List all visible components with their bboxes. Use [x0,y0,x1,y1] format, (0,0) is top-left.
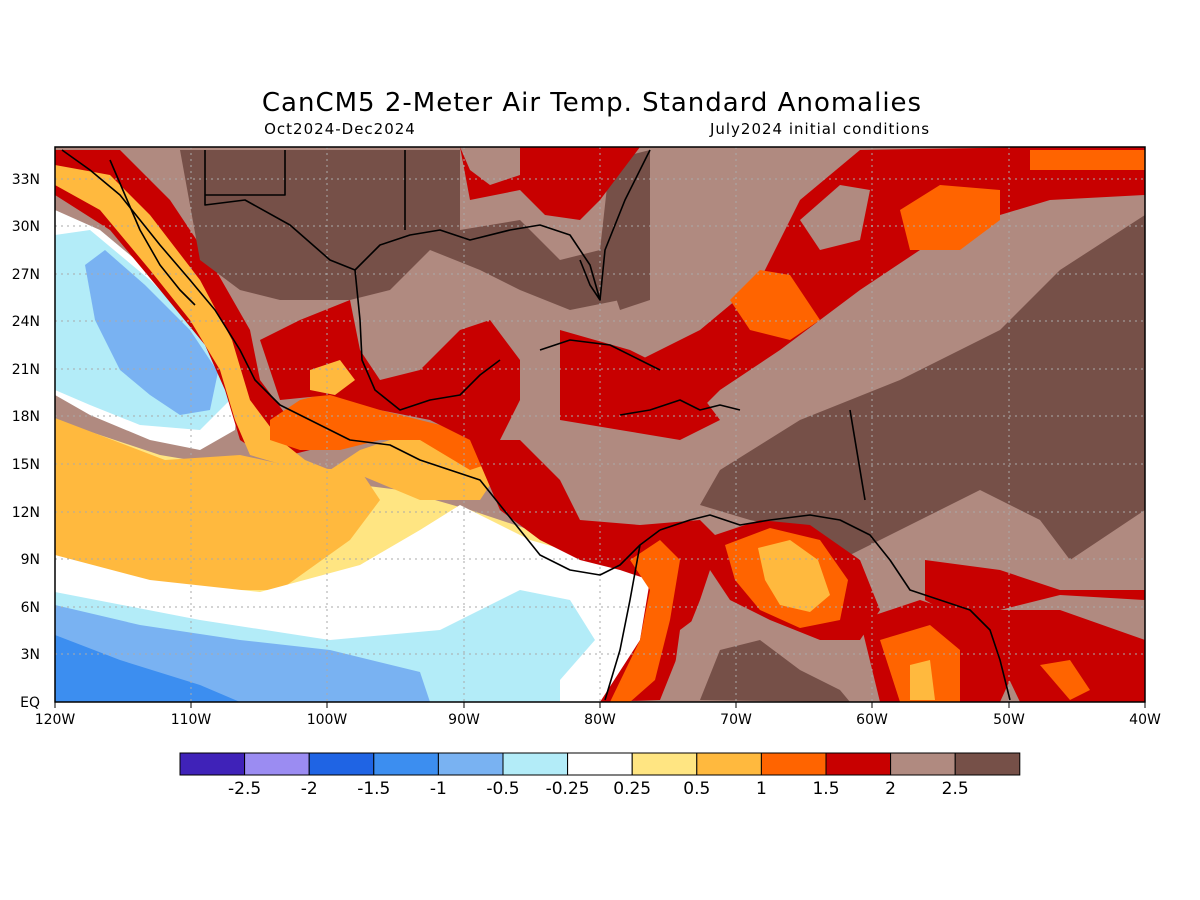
x-tick-label: 70W [720,712,752,728]
colorbar-swatch [179,752,246,776]
colorbar-label: -0.25 [546,779,590,799]
x-tick-label: 40W [1129,712,1161,728]
forecast-period: Oct2024-Dec2024 [264,120,416,138]
colorbar-swatch [373,752,439,776]
colorbar-swatch [631,752,698,776]
field-venezuela-p0_5 [758,540,830,612]
y-tick-label: 33N [12,172,40,188]
x-tick-label: 60W [856,712,888,728]
field-eqatlantic-p2-strip [1000,595,1145,640]
field-atlantic-p1-a [730,270,820,340]
colorbar-label: 1 [756,779,767,799]
colorbar-swatch [825,752,892,776]
field-pacific-p0_5 [55,418,380,590]
y-tick-label: 27N [12,267,40,283]
x-tick-labels: 120W 110W 100W 90W 80W 70W 60W 50W 40W [35,712,1161,728]
colorbar-label: -1 [430,779,447,799]
field-eqatlantic-p1 [1040,660,1090,700]
gridlines [55,147,1145,702]
y-tick-label: 15N [12,457,40,473]
y-tick-label: 24N [12,314,40,330]
colorbar-label: 2 [885,779,896,799]
field-mexico-coast-p0_5 [55,165,500,500]
colorbar-label: -1.5 [357,779,390,799]
field-atlantic-gt2_5 [700,215,1145,560]
colorbar-swatch [954,752,1021,776]
colorbar-swatch [502,752,569,776]
colorbar-swatch [437,752,504,776]
field-gulf-p1_5 [260,300,520,440]
colorbar-swatch [890,752,956,776]
colorbar-label: 2.5 [942,779,969,799]
field-panama-p1 [610,540,680,702]
y-tick-label: 30N [12,219,40,235]
y-tick-label: 18N [12,409,40,425]
field-us-gt2_5 [180,150,620,310]
x-tick-label: 80W [584,712,616,728]
field-sa-gt2_5 [700,640,850,702]
y-tick-label: 6N [21,600,40,616]
field-mexico-coast-p1 [270,390,500,470]
colorbar-label: -2 [301,779,318,799]
anomaly-field [55,147,1145,702]
map-title: CanCM5 2-Meter Air Temp. Standard Anomal… [262,88,922,118]
x-tick-label: 120W [35,712,76,728]
x-tick-label: 100W [307,712,348,728]
axis-tick-marks [54,702,1146,708]
colorbar-label: -0.5 [486,779,519,799]
field-pacific-m1 [55,635,240,702]
field-baja-m0_5 [85,250,218,415]
y-tick-labels: EQ 3N 6N 9N 12N 15N 18N 21N 24N 27N 30N … [12,172,40,711]
y-tick-label: 21N [12,362,40,378]
colorbar-swatch [760,752,827,776]
field-eqatlantic-p1_5 [925,560,1145,702]
y-tick-label: 12N [12,505,40,521]
colorbar-swatch [308,752,375,776]
colorbar-swatch [696,752,762,776]
coastlines [61,149,1011,701]
field-florida-gt2_5 [600,150,650,310]
colorbar-label: 0.5 [683,779,710,799]
field-atlantic-p1_5 [560,147,1145,425]
colorbar: -2.5 -2 -1.5 -1 -0.5 -0.25 0.25 0.5 1 1.5 2 2.5 [179,752,1021,799]
colorbar-swatch [567,752,633,776]
x-tick-label: 90W [448,712,480,728]
colorbar-label: 0.25 [613,779,651,799]
field-eastus-p2 [460,147,520,185]
y-tick-label: 9N [21,552,40,568]
colorbar-label: -2.5 [228,779,261,799]
y-tick-label: 3N [21,647,40,663]
colorbar-swatch [244,752,310,776]
colorbar-label: 1.5 [812,779,839,799]
x-tick-label: 50W [993,712,1025,728]
field-guianas-p0_5 [910,660,935,700]
y-tick-label: EQ [20,695,40,711]
field-atlantic-p1-c [1030,150,1145,170]
x-tick-label: 110W [171,712,212,728]
initial-conditions: July2024 initial conditions [709,120,930,138]
field-atlantic-p1-b [900,185,1000,250]
field-atlantic-p2-patch [800,185,870,250]
